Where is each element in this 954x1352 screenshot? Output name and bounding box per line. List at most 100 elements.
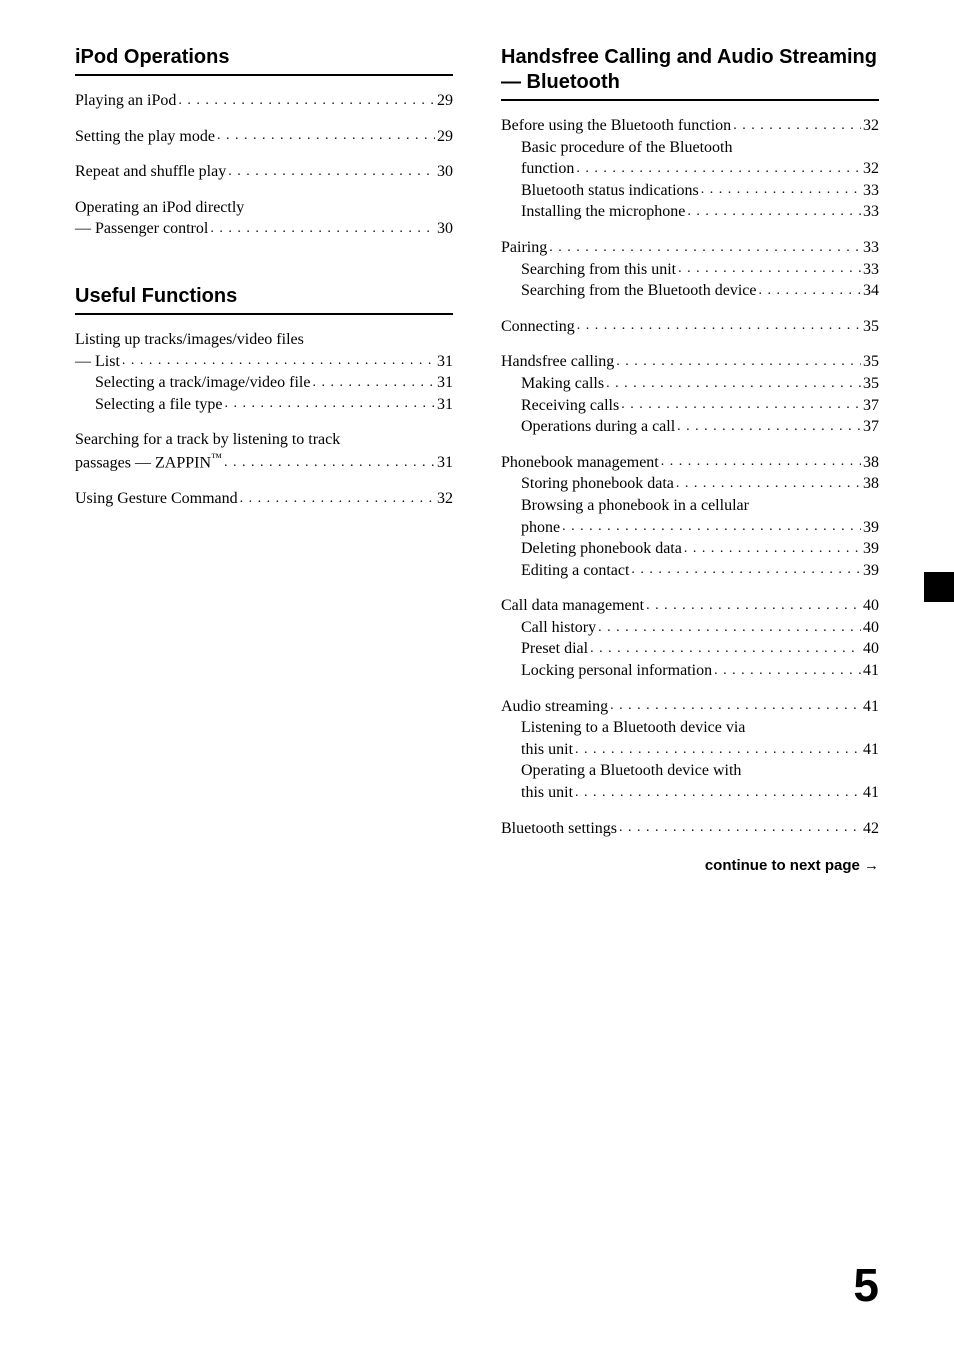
toc-entry-label: Making calls — [521, 373, 604, 395]
toc-group: Bluetooth settings 42 — [501, 818, 879, 840]
toc-leader-dots — [682, 540, 861, 559]
toc-entry-page: 30 — [435, 161, 453, 183]
toc-entry: Handsfree calling 35 — [501, 351, 879, 373]
toc-entry-label: Listing up tracks/images/video files — [75, 329, 453, 351]
toc-entry: Playing an iPod 29 — [75, 90, 453, 112]
toc-entry-page: 32 — [861, 158, 879, 180]
toc-entry: passages — ZAPPIN™ 31 — [75, 451, 453, 474]
toc-entry-label: Bluetooth status indications — [521, 180, 699, 202]
toc-entry: Making calls 35 — [501, 373, 879, 395]
toc-leader-dots — [608, 697, 861, 716]
toc-entry-label: Locking personal information — [521, 660, 712, 682]
toc-entry: phone 39 — [501, 517, 879, 539]
toc-entry: Selecting a file type 31 — [75, 394, 453, 416]
toc-group: Operating an iPod directly— Passenger co… — [75, 197, 453, 240]
section-rule — [75, 313, 453, 315]
toc-columns: iPod OperationsPlaying an iPod 29Setting… — [75, 45, 879, 874]
toc-entry-label: Basic procedure of the Bluetooth — [501, 137, 879, 159]
toc-leader-dots — [676, 260, 861, 279]
toc-leader-dots — [573, 784, 861, 803]
toc-entry-label: passages — ZAPPIN™ — [75, 451, 222, 474]
toc-entry: Installing the microphone 33 — [501, 201, 879, 223]
toc-entry: Receiving calls 37 — [501, 395, 879, 417]
toc-leader-dots — [238, 490, 435, 509]
toc-entry-page: 37 — [861, 395, 879, 417]
toc-leader-dots — [208, 220, 435, 239]
toc-entry: Pairing 33 — [501, 237, 879, 259]
toc-leader-dots — [756, 282, 861, 301]
toc-entry-label: Call data management — [501, 595, 644, 617]
toc-entry: Using Gesture Command 32 — [75, 488, 453, 510]
toc-entry-label: Operating an iPod directly — [75, 197, 453, 219]
toc-entry-label: Installing the microphone — [521, 201, 685, 223]
toc-leader-dots — [575, 317, 861, 336]
toc-entry: Selecting a track/image/video file 31 — [75, 372, 453, 394]
page-number: 5 — [853, 1258, 879, 1312]
toc-leader-dots — [674, 475, 861, 494]
toc-entry-label: Bluetooth settings — [501, 818, 617, 840]
toc-entry: Locking personal information 41 — [501, 660, 879, 682]
toc-entry-label: Storing phonebook data — [521, 473, 674, 495]
left-column: iPod OperationsPlaying an iPod 29Setting… — [75, 45, 453, 874]
toc-entry-label: Operating a Bluetooth device with — [501, 760, 879, 782]
section-rule — [75, 74, 453, 76]
toc-entry: this unit 41 — [501, 782, 879, 804]
toc-entry-page: 31 — [435, 372, 453, 394]
toc-entry: Before using the Bluetooth function 32 — [501, 115, 879, 137]
toc-entry-label: Searching from this unit — [521, 259, 676, 281]
toc-group: Pairing 33Searching from this unit 33 Sea… — [501, 237, 879, 302]
toc-entry-label: Deleting phonebook data — [521, 538, 682, 560]
toc-entry-page: 33 — [861, 237, 879, 259]
toc-leader-dots — [574, 160, 861, 179]
toc-entry: Deleting phonebook data 39 — [501, 538, 879, 560]
toc-leader-dots — [176, 92, 435, 111]
toc-entry-label: Playing an iPod — [75, 90, 176, 112]
section-title: Useful Functions — [75, 284, 453, 309]
section-title: Handsfree Calling and Audio Streaming — … — [501, 45, 879, 95]
toc-entry-page: 35 — [861, 316, 879, 338]
toc-group: Searching for a track by listening to tr… — [75, 429, 453, 474]
toc-group: Audio streaming 41Listening to a Bluetoo… — [501, 696, 879, 804]
toc-group: Repeat and shuffle play 30 — [75, 161, 453, 183]
toc-entry: Audio streaming 41 — [501, 696, 879, 718]
toc-leader-dots — [685, 203, 861, 222]
toc-entry-label: Phonebook management — [501, 452, 659, 474]
toc-entry-page: 40 — [861, 617, 879, 639]
toc-entry: Bluetooth settings 42 — [501, 818, 879, 840]
toc-entry-label: Searching for a track by listening to tr… — [75, 429, 453, 451]
toc-entry-page: 38 — [861, 473, 879, 495]
toc-entry: Searching from the Bluetooth device 34 — [501, 280, 879, 302]
section-rule — [501, 99, 879, 101]
toc-leader-dots — [659, 453, 861, 472]
toc-leader-dots — [644, 597, 861, 616]
toc-entry: this unit 41 — [501, 739, 879, 761]
toc-entry-page: 32 — [435, 488, 453, 510]
toc-entry-page: 37 — [861, 416, 879, 438]
toc-entry: — List 31 — [75, 351, 453, 373]
toc-group: Using Gesture Command 32 — [75, 488, 453, 510]
toc-entry-label: Audio streaming — [501, 696, 608, 718]
toc-entry: Call history 40 — [501, 617, 879, 639]
toc-entry: Storing phonebook data 38 — [501, 473, 879, 495]
section-title: iPod Operations — [75, 45, 453, 70]
toc-entry: Editing a contact 39 — [501, 560, 879, 582]
toc-entry-label: Editing a contact — [521, 560, 629, 582]
toc-entry-page: 34 — [861, 280, 879, 302]
toc-entry-label: — Passenger control — [75, 218, 208, 240]
toc-entry-label: Searching from the Bluetooth device — [521, 280, 756, 302]
toc-leader-dots — [731, 117, 861, 136]
toc-entry-label: Pairing — [501, 237, 547, 259]
toc-entry-label: Handsfree calling — [501, 351, 614, 373]
toc-entry: function 32 — [501, 158, 879, 180]
toc-entry-page: 31 — [435, 351, 453, 373]
toc-entry-page: 32 — [861, 115, 879, 137]
toc-group: Phonebook management 38Storing phonebook… — [501, 452, 879, 582]
toc-entry-page: 38 — [861, 452, 879, 474]
toc-entry-label: function — [521, 158, 574, 180]
toc-leader-dots — [547, 239, 861, 258]
toc-entry-page: 33 — [861, 201, 879, 223]
toc-entry-label: Browsing a phonebook in a cellular — [501, 495, 879, 517]
toc-entry: Repeat and shuffle play 30 — [75, 161, 453, 183]
toc-entry-label: this unit — [521, 782, 573, 804]
toc-leader-dots — [604, 375, 861, 394]
